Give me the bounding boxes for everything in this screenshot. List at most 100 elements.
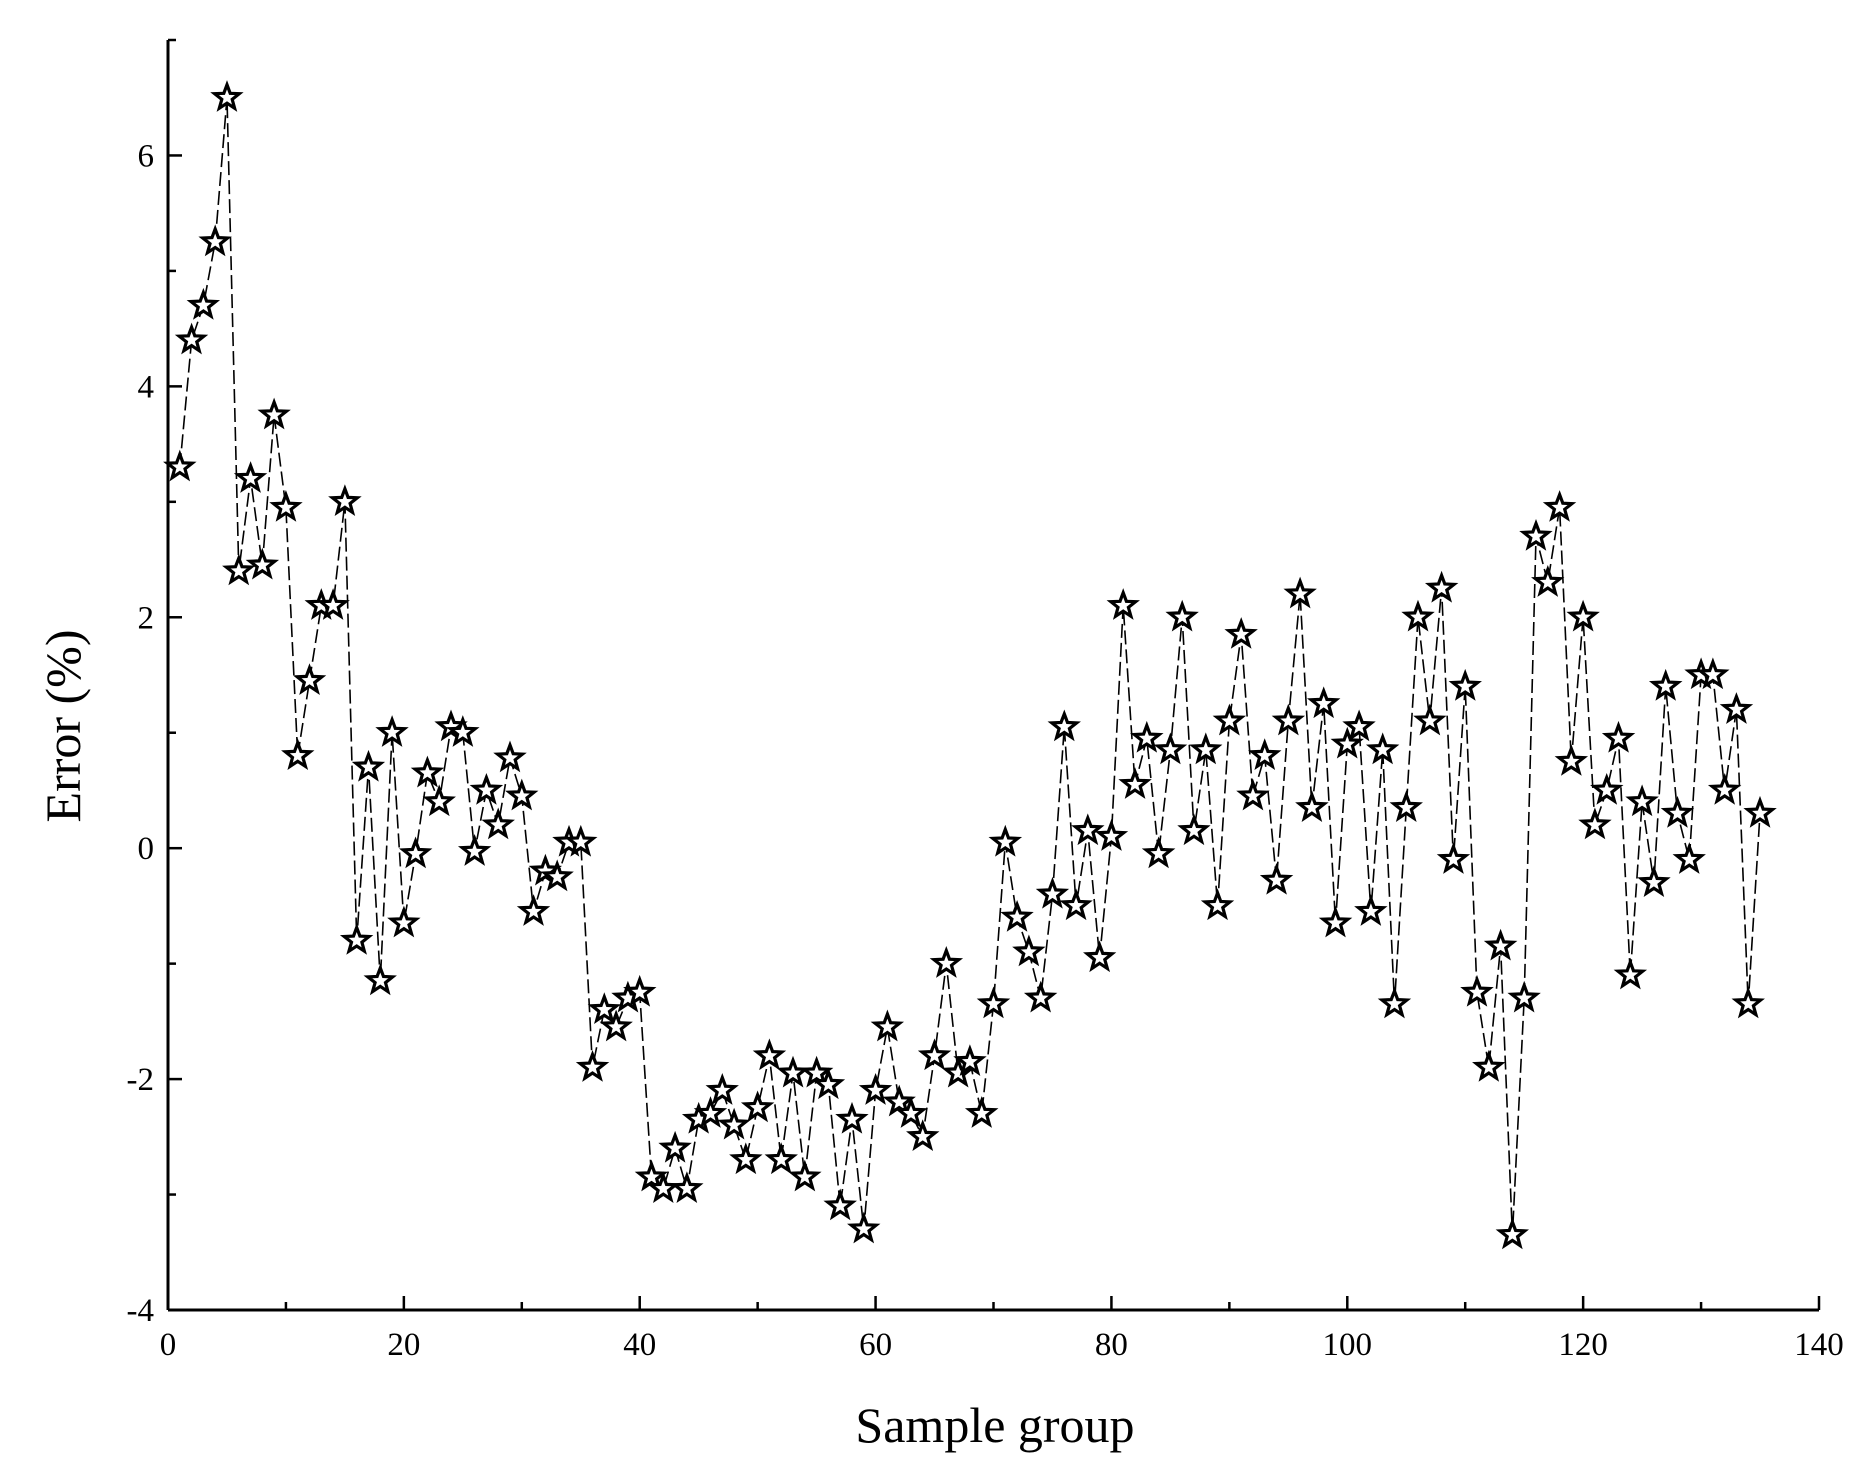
error-series (163, 80, 1777, 1250)
data-point (222, 553, 256, 586)
data-point (469, 772, 504, 805)
data-point (1283, 576, 1317, 609)
data-point (670, 1171, 704, 1204)
data-point (870, 1009, 905, 1042)
data-point (1672, 842, 1706, 874)
data-point (1413, 703, 1447, 736)
data-point (1094, 819, 1129, 851)
data-point (1153, 732, 1188, 765)
data-point (1424, 570, 1459, 603)
x-tick-label: 40 (623, 1327, 656, 1363)
data-point (1637, 865, 1671, 897)
data-point (1495, 1217, 1530, 1250)
data-point (1259, 862, 1294, 895)
data-point (1531, 565, 1565, 597)
data-point (410, 755, 445, 788)
data-point (1330, 726, 1364, 759)
data-point (281, 738, 315, 770)
data-point (1719, 692, 1754, 724)
data-point (764, 1142, 798, 1175)
data-point (988, 824, 1023, 857)
data-point (623, 974, 657, 1007)
data-point (1696, 657, 1730, 690)
data-point (1047, 709, 1081, 742)
data-point (516, 894, 551, 926)
data-point (210, 80, 244, 112)
data-point (1083, 940, 1117, 973)
data-point (1542, 490, 1577, 522)
data-point (717, 1107, 751, 1140)
data-point (976, 986, 1011, 1019)
data-point (1189, 732, 1223, 765)
x-axis-ticks: 0 20 40 60 80 100 120 140 (160, 1296, 1844, 1363)
y-tick-label: -4 (127, 1293, 155, 1329)
data-point (823, 1188, 857, 1221)
data-point (245, 547, 280, 580)
data-point (1507, 980, 1541, 1013)
x-tick-label: 20 (387, 1327, 420, 1363)
x-tick-label: 100 (1323, 1327, 1373, 1363)
data-point (1236, 778, 1270, 811)
data-point (1200, 888, 1235, 921)
data-point (387, 905, 421, 938)
data-point (847, 1211, 881, 1244)
data-point (198, 224, 232, 257)
data-point (1460, 974, 1494, 1007)
data-point (269, 490, 303, 522)
data-point (1731, 986, 1765, 1019)
data-point (328, 484, 362, 516)
data-point (599, 1009, 633, 1042)
data-point (446, 715, 480, 747)
data-point (1483, 928, 1518, 961)
data-point (929, 946, 964, 978)
data-point (1224, 617, 1258, 649)
x-tick-label: 120 (1558, 1327, 1608, 1363)
data-point (811, 1067, 846, 1100)
data-point (564, 824, 598, 857)
y-tick-label: 6 (138, 138, 155, 174)
data-point (1035, 876, 1070, 909)
data-point (422, 784, 456, 817)
data-point (1318, 905, 1353, 938)
data-point (1248, 738, 1282, 770)
data-point (1342, 709, 1376, 742)
data-point (1554, 744, 1589, 776)
data-point (1212, 703, 1247, 736)
data-point (740, 1090, 775, 1123)
data-point (457, 834, 492, 866)
data-point (1472, 1049, 1506, 1082)
data-point (1118, 767, 1152, 799)
data-point (964, 1096, 999, 1128)
data-point (894, 1096, 928, 1128)
x-tick-label: 140 (1794, 1327, 1844, 1363)
data-point (752, 1038, 787, 1071)
data-point (1625, 784, 1659, 817)
data-point (1648, 668, 1683, 701)
y-tick-label: 4 (138, 369, 155, 405)
data-point (1519, 518, 1553, 551)
data-point (1271, 703, 1306, 736)
data-point (1365, 732, 1400, 765)
y-tick-label: 2 (138, 600, 155, 636)
data-point (292, 663, 327, 696)
data-point (1566, 599, 1600, 632)
data-point (1059, 888, 1093, 921)
data-point (1130, 720, 1164, 753)
data-point (658, 1130, 692, 1163)
data-point (1401, 599, 1435, 632)
data-point (339, 922, 374, 955)
data-point (257, 397, 291, 430)
data-point (1141, 836, 1176, 869)
data-point (1306, 686, 1341, 719)
data-point (1389, 790, 1423, 823)
data-point (1377, 986, 1412, 1019)
data-point (1354, 894, 1388, 926)
data-point (634, 1159, 669, 1192)
data-point (1743, 795, 1777, 828)
data-point (1071, 813, 1105, 846)
data-point (799, 1055, 834, 1088)
data-point (729, 1142, 763, 1175)
data-point (540, 859, 574, 892)
data-point (351, 749, 386, 782)
